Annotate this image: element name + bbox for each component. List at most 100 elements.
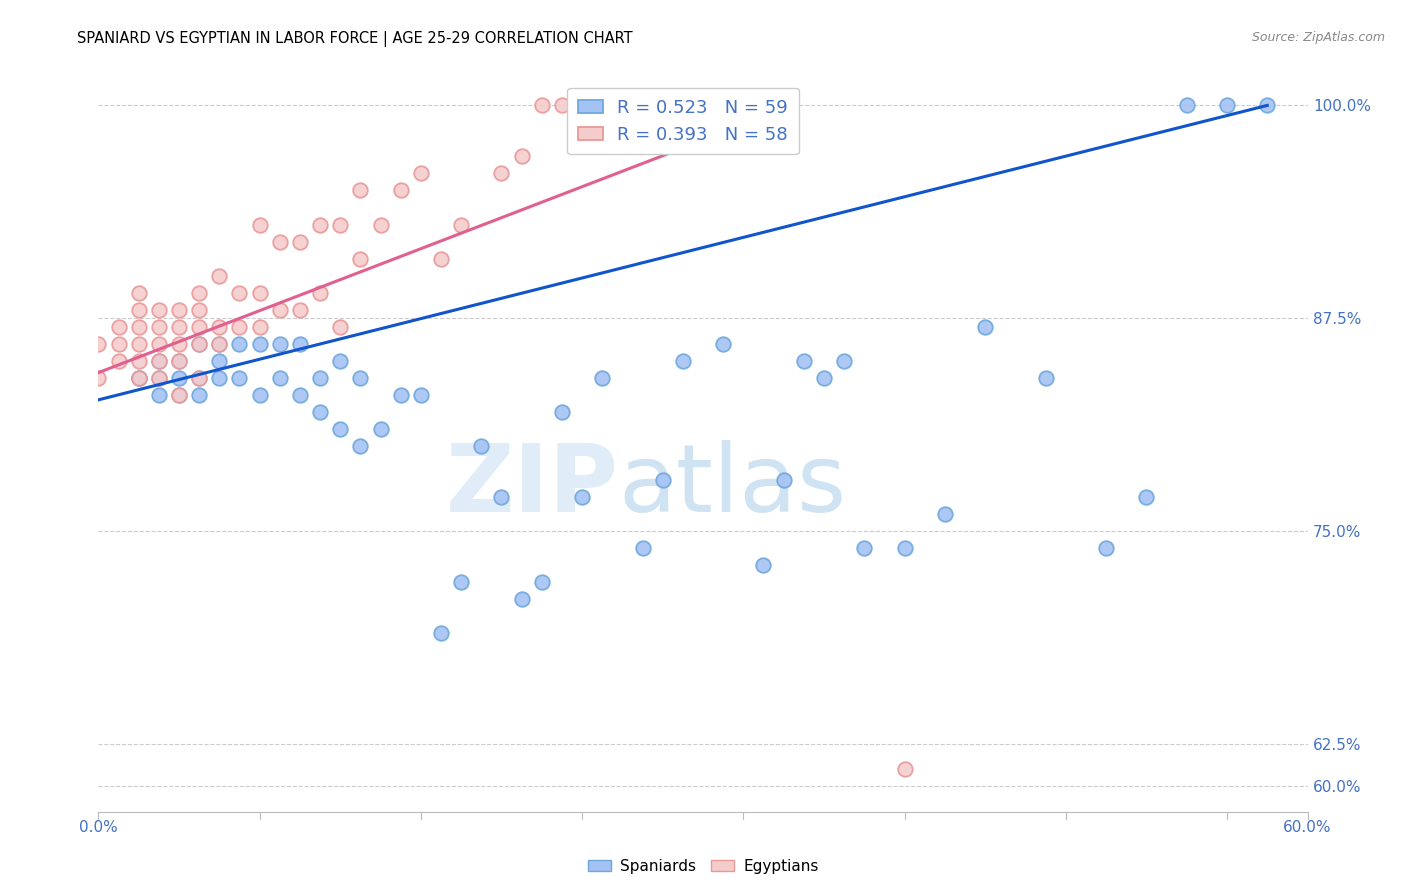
Point (167, 353, 190, 368)
Point (1256, 98, 1278, 112)
Point (188, 302, 211, 317)
Point (188, 388, 211, 402)
Legend: R = 0.523   N = 59, R = 0.393   N = 58: R = 0.523 N = 59, R = 0.393 N = 58 (567, 87, 799, 154)
Point (309, 218, 332, 232)
Point (752, 98, 775, 112)
Point (1216, 98, 1239, 112)
Point (148, 388, 170, 402)
Point (631, 541, 654, 555)
Point (208, 336, 231, 351)
Point (208, 319, 231, 334)
Point (430, 252, 453, 266)
Point (329, 319, 352, 334)
Point (188, 370, 211, 384)
Point (450, 218, 472, 232)
Point (711, 336, 734, 351)
Point (470, 439, 492, 453)
Point (228, 285, 250, 300)
Point (530, 574, 553, 589)
Point (772, 473, 794, 487)
Point (288, 336, 311, 351)
Text: Source: ZipAtlas.com: Source: ZipAtlas.com (1251, 31, 1385, 45)
Point (510, 591, 533, 606)
Point (813, 370, 835, 384)
Point (349, 370, 371, 384)
Point (349, 184, 371, 198)
Point (128, 370, 150, 384)
Point (269, 336, 291, 351)
Point (249, 388, 271, 402)
Point (148, 336, 170, 351)
Point (128, 285, 150, 300)
Point (430, 626, 453, 640)
Point (631, 98, 654, 112)
Point (672, 353, 695, 368)
Point (591, 370, 613, 384)
Point (249, 336, 271, 351)
Point (934, 507, 956, 521)
Point (752, 558, 775, 572)
Point (893, 541, 915, 555)
Point (1095, 541, 1118, 555)
Text: ZIP: ZIP (446, 440, 619, 532)
Point (551, 405, 574, 419)
Point (793, 353, 815, 368)
Point (228, 336, 250, 351)
Point (167, 388, 190, 402)
Point (309, 370, 332, 384)
Point (329, 422, 352, 436)
Point (167, 370, 190, 384)
Point (148, 353, 170, 368)
Point (148, 353, 170, 368)
Point (409, 166, 432, 180)
Point (188, 319, 211, 334)
Point (551, 98, 574, 112)
Point (208, 370, 231, 384)
Point (329, 218, 352, 232)
Point (491, 490, 513, 504)
Point (409, 388, 432, 402)
Point (1135, 490, 1157, 504)
Point (692, 98, 714, 112)
Point (128, 302, 150, 317)
Point (651, 473, 673, 487)
Point (128, 370, 150, 384)
Point (128, 353, 150, 368)
Point (309, 405, 332, 419)
Point (309, 285, 332, 300)
Point (107, 353, 129, 368)
Point (832, 353, 855, 368)
Point (208, 353, 231, 368)
Point (228, 319, 250, 334)
Point (349, 252, 371, 266)
Point (1035, 370, 1057, 384)
Point (370, 218, 392, 232)
Legend: Spaniards, Egyptians: Spaniards, Egyptians (582, 853, 824, 880)
Point (87, 370, 110, 384)
Point (167, 388, 190, 402)
Point (148, 302, 170, 317)
Point (349, 439, 371, 453)
Point (107, 336, 129, 351)
Text: atlas: atlas (619, 440, 846, 532)
Point (389, 184, 412, 198)
Point (188, 285, 211, 300)
Point (370, 422, 392, 436)
Point (167, 302, 190, 317)
Point (893, 762, 915, 776)
Point (853, 541, 876, 555)
Point (167, 319, 190, 334)
Point (288, 235, 311, 249)
Point (148, 319, 170, 334)
Point (167, 336, 190, 351)
Point (188, 336, 211, 351)
Point (510, 149, 533, 163)
Point (288, 302, 311, 317)
Point (188, 336, 211, 351)
Point (450, 574, 472, 589)
Text: SPANIARD VS EGYPTIAN IN LABOR FORCE | AGE 25-29 CORRELATION CHART: SPANIARD VS EGYPTIAN IN LABOR FORCE | AG… (77, 31, 633, 47)
Point (188, 370, 211, 384)
Point (148, 370, 170, 384)
Point (128, 319, 150, 334)
Point (249, 319, 271, 334)
